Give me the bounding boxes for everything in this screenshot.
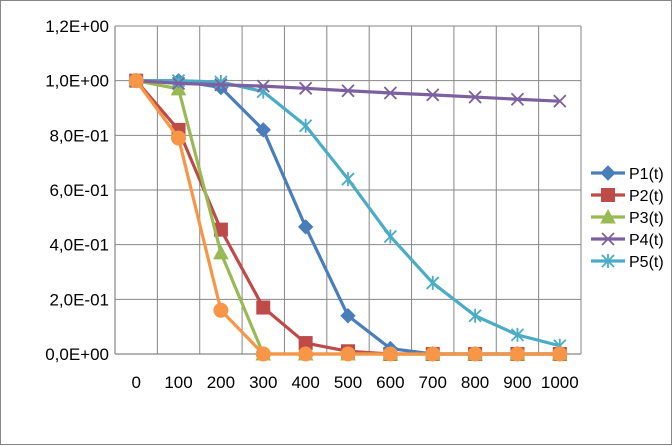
legend-label: P5(t) (629, 254, 664, 271)
legend-label: P4(t) (629, 232, 664, 249)
data-point (468, 308, 482, 323)
legend-swatch-marker (600, 165, 616, 181)
y-tick-label: 4,0E-01 (49, 236, 109, 255)
series-group (129, 74, 567, 108)
y-tick-label: 6,0E-01 (49, 181, 109, 200)
data-point (341, 172, 355, 187)
data-point (425, 346, 441, 362)
x-tick-label: 1000 (541, 373, 579, 392)
data-point (128, 73, 144, 89)
gridlines (114, 25, 582, 354)
data-point (383, 86, 398, 100)
x-tick-label: 400 (291, 373, 319, 392)
legend-item: P1(t) (591, 165, 664, 183)
data-point (256, 79, 270, 93)
x-tick-label: 500 (334, 373, 362, 392)
x-tick-label: 800 (461, 373, 489, 392)
x-tick-label: 700 (419, 373, 447, 392)
x-tick-label: 600 (376, 373, 404, 392)
data-point (213, 302, 229, 318)
data-point (467, 346, 483, 362)
y-tick-label: 8,0E-01 (49, 126, 109, 145)
data-point (509, 346, 525, 362)
data-point (383, 229, 398, 244)
x-tick-label: 200 (207, 373, 235, 392)
data-point (510, 92, 525, 106)
data-point (553, 94, 567, 108)
data-point (426, 275, 440, 290)
legend-swatch-marker (600, 208, 616, 224)
legend-item: P5(t) (591, 254, 664, 271)
x-tick-label: 300 (249, 373, 277, 392)
data-point (382, 346, 398, 362)
data-point (468, 90, 482, 104)
legend-label: P1(t) (629, 166, 664, 183)
x-tick-label: 0 (131, 373, 140, 392)
legend-swatch-marker (601, 254, 615, 268)
axes: 0,0E+00 2,0E-01 4,0E-01 6,0E-01 8,0E-01 1,0E+… (45, 17, 581, 392)
legend-swatch-marker (601, 188, 615, 202)
data-point (341, 84, 355, 98)
x-tick-label: 100 (164, 373, 192, 392)
legend-swatch-marker (601, 232, 615, 246)
data-point (552, 346, 568, 362)
legend-item: P4(t) (591, 232, 664, 249)
legend: P1(t) P2(t) P3(t) P4(t) P5(t) (591, 165, 664, 271)
y-tick-label: 1,2E+00 (45, 17, 109, 36)
data-point (298, 346, 314, 362)
legend-label: P3(t) (629, 210, 664, 227)
data-point (214, 78, 228, 92)
data-point (298, 118, 313, 133)
legend-label: P2(t) (629, 188, 664, 205)
data-point (340, 308, 356, 324)
legend-item: P2(t) (591, 188, 664, 205)
series-group (128, 72, 568, 362)
data-point (255, 346, 271, 362)
data-point (510, 327, 525, 342)
data-point (298, 81, 313, 95)
data-point (171, 130, 187, 146)
data-point (297, 219, 314, 235)
y-tick-label: 0,0E+00 (45, 345, 109, 364)
data-point (256, 300, 271, 315)
legend-item: P3(t) (591, 208, 664, 227)
data-point (340, 346, 356, 362)
data-point (213, 244, 229, 260)
data-point (426, 88, 440, 102)
series-group (128, 73, 568, 362)
data-point (171, 76, 186, 91)
x-tick-label: 900 (503, 373, 531, 392)
y-tick-label: 2,0E-01 (49, 290, 109, 309)
data-point (255, 122, 271, 138)
y-tick-label: 1,0E+00 (45, 72, 109, 91)
plot-series (128, 72, 568, 362)
